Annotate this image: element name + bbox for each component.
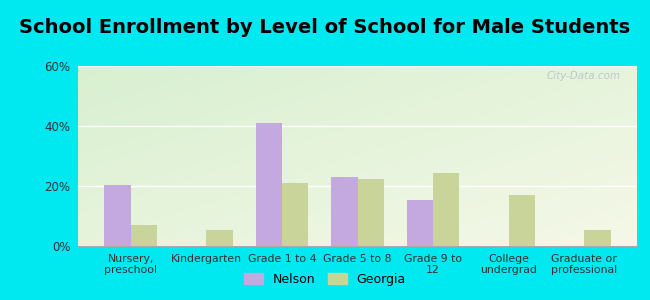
Bar: [207, 230, 233, 246]
Bar: [407, 200, 433, 246]
Bar: [105, 184, 131, 246]
Bar: [433, 172, 460, 246]
Legend: Nelson, Georgia: Nelson, Georgia: [239, 268, 411, 291]
Bar: [282, 183, 308, 246]
Bar: [508, 195, 535, 246]
Bar: [255, 123, 282, 246]
Bar: [131, 225, 157, 246]
Bar: [584, 230, 610, 246]
Bar: [358, 178, 384, 246]
Text: City-Data.com: City-Data.com: [546, 71, 620, 81]
Text: School Enrollment by Level of School for Male Students: School Enrollment by Level of School for…: [20, 18, 630, 37]
Bar: [331, 177, 358, 246]
